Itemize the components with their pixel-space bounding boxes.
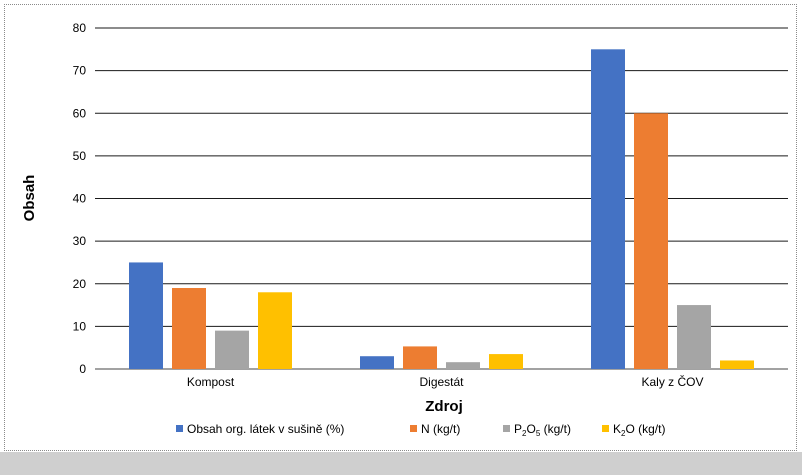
bar [591, 49, 625, 369]
bar [215, 330, 249, 369]
bar [403, 346, 437, 369]
x-tick-label: Digestát [419, 375, 464, 389]
y-tick-label: 20 [73, 277, 87, 291]
bar [677, 305, 711, 369]
x-axis-label: Zdroj [425, 398, 463, 415]
legend: Obsah org. látek v sušině (%) N (kg/t) P… [176, 422, 665, 438]
legend-label-org: Obsah org. látek v sušině (%) [187, 422, 344, 436]
bar [360, 356, 394, 369]
bar [129, 262, 163, 369]
legend-swatch-k2o [602, 425, 609, 432]
y-tick-label: 60 [73, 106, 87, 120]
y-tick-label: 10 [73, 319, 87, 333]
legend-swatch-n [410, 425, 417, 432]
bar [720, 360, 754, 369]
chart-frame [4, 4, 797, 451]
legend-swatch-org [176, 425, 183, 432]
bar [446, 362, 480, 369]
y-tick-label: 30 [73, 234, 87, 248]
y-tick-labels: 0 10 20 30 40 50 60 70 80 [73, 21, 87, 376]
y-axis-label: Obsah [21, 175, 38, 222]
legend-swatch-p2o5 [503, 425, 510, 432]
grid-lines [95, 27, 788, 370]
bar [489, 354, 523, 369]
bar [634, 113, 668, 369]
y-tick-label: 40 [73, 192, 87, 206]
y-tick-label: 80 [73, 21, 87, 35]
x-tick-labels: Kompost Digestát Kaly z ČOV [187, 374, 704, 389]
y-tick-label: 0 [79, 362, 86, 376]
legend-label-k2o: K2O (kg/t) [613, 422, 665, 438]
y-tick-label: 70 [73, 64, 87, 78]
x-tick-label: Kaly z ČOV [641, 374, 703, 389]
y-tick-label: 50 [73, 149, 87, 163]
footer-band [0, 452, 802, 475]
bar [172, 288, 206, 369]
legend-label-p2o5: P2O5 (kg/t) [514, 422, 571, 438]
bar-chart: 0 10 20 30 40 50 60 70 80 Kompost Digestát Kaly z … [21, 21, 788, 438]
bars [129, 49, 754, 369]
x-tick-label: Kompost [187, 375, 235, 389]
legend-label-n: N (kg/t) [421, 422, 460, 436]
bar [258, 292, 292, 369]
